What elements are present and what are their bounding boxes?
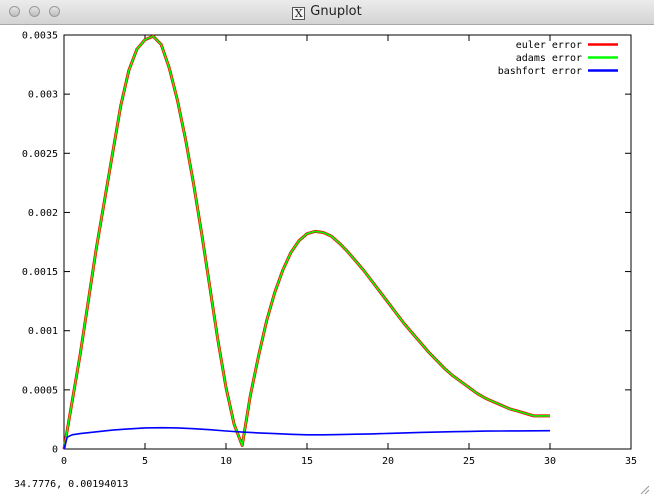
x-tick-label: 30: [544, 456, 556, 467]
series-layer: [62, 34, 551, 450]
plot-canvas[interactable]: 0 5 10 15 20 25 30 35 0 0.0005 0.001 0.0015 0.002 0.0…: [0, 25, 654, 474]
axis-ticks: 0 5 10 15 20 25 30 35 0 0.0005 0.001 0.0015 0.002 0.0…: [22, 31, 637, 468]
series-line-adams-error: [63, 35, 550, 450]
x11-icon: X: [292, 7, 306, 20]
window-title: Gnuplot: [310, 4, 362, 19]
x-tick-label: 25: [463, 456, 475, 467]
y-tick-label: 0.0005: [22, 385, 58, 396]
plot-border: [63, 34, 632, 450]
status-bar: 34.7776, 0.00194013: [0, 474, 654, 499]
series-line-bashfort-error: [63, 426, 551, 450]
zoom-window-button[interactable]: [49, 6, 60, 17]
y-tick-label: 0: [52, 445, 58, 456]
series-line-euler-error: [62, 34, 550, 450]
y-tick-label: 0.0025: [22, 149, 58, 160]
x-tick-label: 5: [142, 456, 148, 467]
x-tick-label: 0: [61, 456, 67, 467]
resize-grip-icon[interactable]: [638, 483, 650, 495]
y-tick-label: 0.003: [28, 90, 58, 101]
legend: euler error adams error bashfort error: [498, 40, 618, 77]
legend-label: adams error: [516, 53, 582, 64]
y-tick-label: 0.0015: [22, 267, 58, 278]
legend-label: bashfort error: [498, 66, 582, 77]
y-tick-label: 0.0035: [22, 31, 58, 42]
window-title-group: X Gnuplot: [0, 4, 654, 20]
x-tick-label: 20: [382, 456, 394, 467]
legend-label: euler error: [516, 40, 582, 51]
x-tick-label: 10: [220, 456, 232, 467]
mouse-coordinates: 34.7776, 0.00194013: [14, 479, 129, 490]
title-bar: X Gnuplot: [0, 0, 654, 25]
y-tick-label: 0.001: [28, 326, 58, 337]
close-window-button[interactable]: [9, 6, 20, 17]
y-tick-label: 0.002: [28, 208, 58, 219]
minimize-window-button[interactable]: [29, 6, 40, 17]
x-tick-label: 15: [301, 456, 313, 467]
x-tick-label: 35: [625, 456, 637, 467]
